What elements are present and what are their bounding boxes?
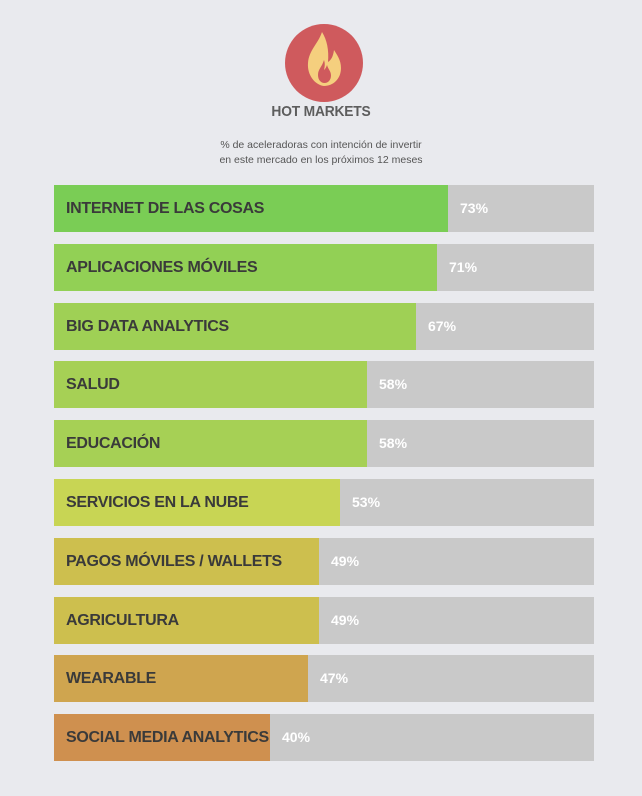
- bar-category-label: PAGOS MÓVILES / WALLETS: [66, 552, 282, 570]
- bar-category-label: WEARABLE: [66, 670, 157, 688]
- bar-value-label: 40%: [282, 729, 311, 746]
- bar-row: INTERNET DE LAS COSAS 73%: [54, 185, 594, 232]
- bar-fill: [54, 714, 270, 762]
- bar-value-label: 58%: [379, 376, 408, 393]
- chart-title: HOT MARKETS: [271, 103, 371, 120]
- bar-category-label: SOCIAL MEDIA ANALYTICS: [66, 729, 269, 747]
- bar-value-label: 71%: [449, 258, 478, 275]
- bar-row: APLICACIONES MÓVILES 71%: [54, 243, 594, 291]
- bar-value-label: 49%: [331, 552, 360, 569]
- bar-category-label: APLICACIONES MÓVILES: [66, 258, 258, 276]
- bar-fill: [54, 655, 308, 703]
- bar-value-label: 49%: [331, 611, 360, 628]
- bar-category-label: INTERNET DE LAS COSAS: [66, 200, 265, 217]
- bar-fill: [54, 537, 319, 585]
- bar-category-label: EDUCACIÓN: [66, 435, 161, 453]
- bar-row: EDUCACIÓN 58%: [54, 420, 594, 468]
- bar-category-label: SALUD: [66, 376, 120, 394]
- bar-chart: INTERNET DE LAS COSAS 73% APLICACIONES MÓV…: [54, 185, 594, 773]
- flame-icon: [307, 32, 341, 86]
- bar-row: SALUD 58%: [54, 361, 594, 409]
- bar-row: BIG DATA ANALYTICS 67%: [54, 302, 594, 350]
- bar-value-label: 47%: [320, 670, 349, 687]
- bar-row: PAGOS MÓVILES / WALLETS 49%: [54, 537, 594, 585]
- bar-fill: [54, 361, 367, 409]
- bar-category-label: BIG DATA ANALYTICS: [66, 317, 229, 335]
- bar-category-label: SERVICIOS EN LA NUBE: [66, 493, 249, 511]
- bar-row: AGRICULTURA 49%: [54, 596, 594, 644]
- chart-subtitle: % de aceleradoras con intención de inver…: [0, 138, 642, 168]
- bar-fill: [54, 302, 416, 350]
- bar-category-label: AGRICULTURA: [66, 611, 179, 629]
- bar-value-label: 73%: [460, 200, 489, 216]
- bar-fill: [54, 420, 367, 468]
- bar-row: WEARABLE 47%: [54, 655, 594, 703]
- bar-value-label: 67%: [428, 317, 457, 334]
- bar-fill: [54, 596, 319, 644]
- bar-fill: [54, 243, 437, 291]
- bar-value-label: 53%: [352, 493, 381, 510]
- subtitle-line-2: en este mercado en los próximos 12 meses: [219, 154, 423, 166]
- bar-value-label: 58%: [379, 435, 408, 452]
- bar-fill: [54, 185, 448, 232]
- bar-row: SERVICIOS EN LA NUBE 53%: [54, 478, 594, 526]
- subtitle-line-1: % de aceleradoras con intención de inver…: [220, 139, 422, 151]
- bar-row: SOCIAL MEDIA ANALYTICS 40%: [54, 714, 594, 762]
- flame-logo: [285, 24, 363, 102]
- bar-fill: [54, 478, 340, 526]
